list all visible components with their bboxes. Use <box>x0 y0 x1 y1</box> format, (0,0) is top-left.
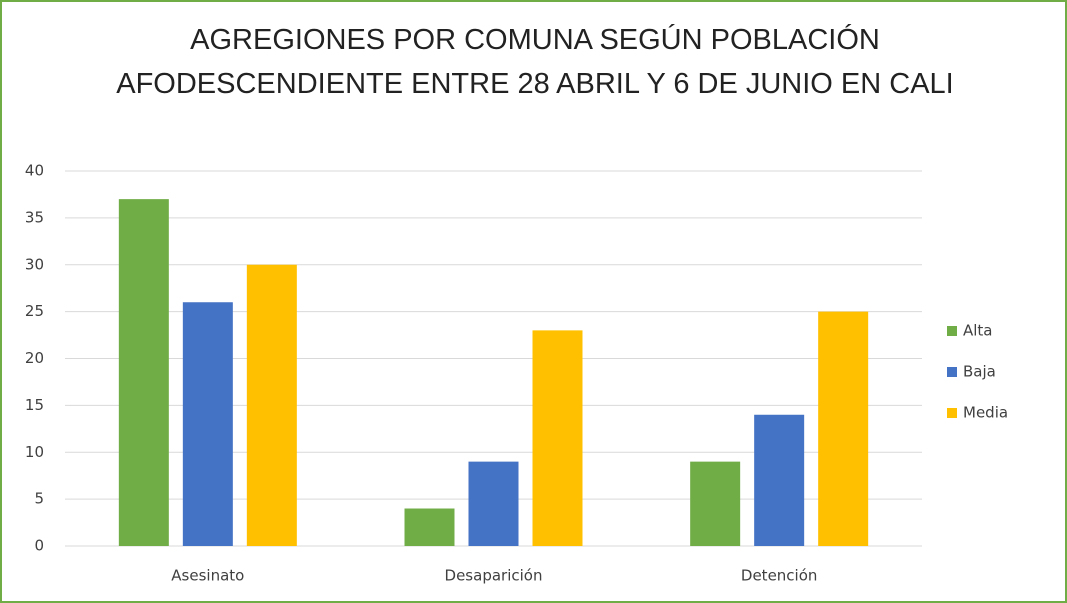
y-tick-label: 10 <box>25 443 44 461</box>
y-tick-label: 0 <box>34 537 44 555</box>
y-tick-label: 20 <box>25 349 44 367</box>
legend-label: Alta <box>963 322 993 340</box>
legend-swatch <box>947 326 957 336</box>
x-tick-label: Asesinato <box>171 567 244 585</box>
chart-title: AGREGIONES POR COMUNA SEGÚN POBLACIÓN AF… <box>116 24 954 100</box>
legend-swatch <box>947 408 957 418</box>
bar <box>532 330 583 546</box>
bar <box>404 508 455 546</box>
y-tick-label: 5 <box>34 490 44 508</box>
y-tick-label: 30 <box>25 255 44 273</box>
bar <box>182 302 233 546</box>
x-tick-label: Desaparición <box>445 567 543 585</box>
bar <box>754 414 805 546</box>
y-tick-label: 15 <box>25 396 44 414</box>
x-tick-label: Detención <box>741 567 818 585</box>
bar <box>690 461 741 546</box>
y-tick-label: 25 <box>25 302 44 320</box>
bar <box>818 311 869 546</box>
y-tick-label: 40 <box>25 162 44 180</box>
legend-label: Baja <box>963 363 996 381</box>
y-tick-label: 35 <box>25 208 44 226</box>
bar <box>468 461 519 546</box>
legend-label: Media <box>963 404 1008 422</box>
legend-swatch <box>947 367 957 377</box>
bar <box>118 199 169 546</box>
bar <box>246 264 297 546</box>
